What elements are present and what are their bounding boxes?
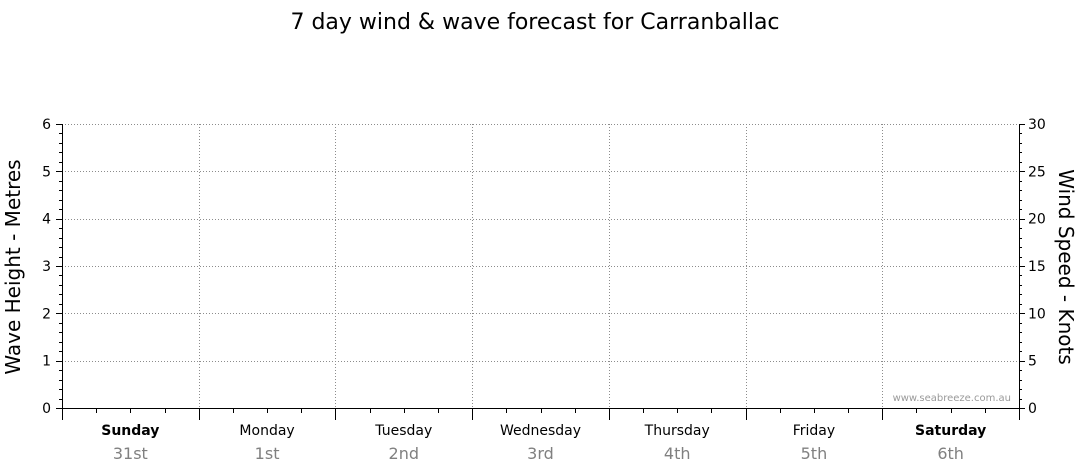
day-date-saturday: 6th: [937, 444, 964, 463]
left-tick-label: 5: [42, 164, 51, 180]
left-tick-label: 1: [42, 354, 51, 370]
day-date-friday: 5th: [801, 444, 828, 463]
left-tick-label: 3: [42, 259, 51, 275]
day-date-thursday: 4th: [664, 444, 691, 463]
day-date-monday: 1st: [255, 444, 280, 463]
right-tick-label: 10: [1028, 306, 1046, 322]
day-date-wednesday: 3rd: [527, 444, 554, 463]
left-tick-label: 6: [42, 117, 51, 133]
right-tick-label: 15: [1028, 259, 1046, 275]
day-date-tuesday: 2nd: [389, 444, 419, 463]
day-label-friday: Friday: [793, 423, 835, 439]
right-tick-label: 30: [1028, 117, 1046, 133]
x-axis: Sunday 31st Monday 1st Tuesday 2nd Wednesday 3r…: [62, 408, 1020, 463]
right-axis: 0 5 10 15 20 25 30: [1019, 117, 1046, 417]
chart-title: 7 day wind & wave forecast for Carranbal…: [290, 10, 779, 35]
day-label-tuesday: Tuesday: [374, 423, 432, 439]
day-label-wednesday: Wednesday: [500, 423, 581, 439]
left-tick-label: 4: [42, 212, 51, 228]
day-label-monday: Monday: [239, 423, 294, 439]
day-label-sunday: Sunday: [101, 423, 159, 439]
right-tick-label: 25: [1028, 164, 1046, 180]
right-tick-label: 20: [1028, 212, 1046, 228]
plot-frame: [62, 124, 1020, 409]
day-label-thursday: Thursday: [644, 423, 710, 439]
grid: [62, 124, 1019, 408]
right-tick-label: 0: [1028, 401, 1037, 417]
left-axis-label: Wave Height - Metres: [1, 159, 25, 374]
left-axis: 0 1 2 3 4 5 6: [42, 117, 62, 417]
left-tick-label: 0: [42, 401, 51, 417]
day-label-saturday: Saturday: [915, 423, 986, 439]
right-tick-label: 5: [1028, 354, 1037, 370]
left-tick-label: 2: [42, 306, 51, 322]
watermark: www.seabreeze.com.au: [893, 393, 1011, 404]
day-date-sunday: 31st: [113, 444, 148, 463]
right-axis-label: Wind Speed - Knots: [1054, 169, 1078, 365]
